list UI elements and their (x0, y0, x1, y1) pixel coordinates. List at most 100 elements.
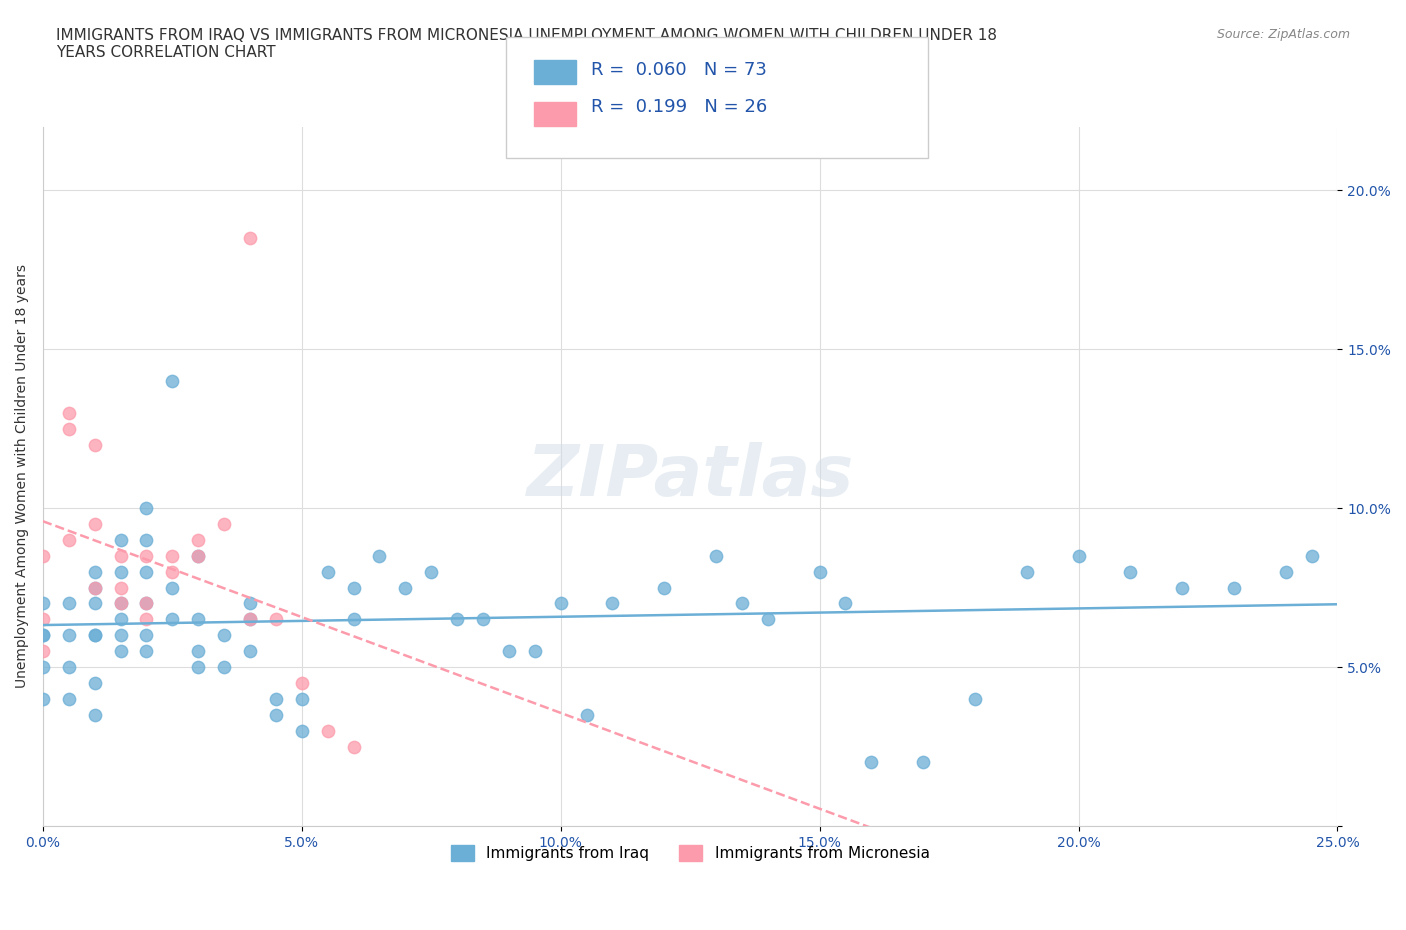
Text: ZIPatlas: ZIPatlas (526, 442, 853, 511)
Point (1301, 549, 1323, 564)
Point (1274, 565, 1296, 579)
Point (912, 755, 935, 770)
Text: Source: ZipAtlas.com: Source: ZipAtlas.com (1216, 28, 1350, 41)
Point (602, 596, 624, 611)
Point (110, 628, 132, 643)
Point (291, 675, 314, 690)
Point (110, 596, 132, 611)
Point (342, 739, 364, 754)
Point (110, 644, 132, 658)
Point (83, 516, 105, 531)
Point (83, 675, 105, 690)
Point (342, 580, 364, 595)
Point (963, 691, 986, 706)
Point (550, 596, 572, 611)
Point (110, 533, 132, 548)
Point (135, 644, 157, 658)
Point (239, 596, 262, 611)
Point (162, 612, 184, 627)
Point (1067, 549, 1090, 564)
Text: R =  0.060   N = 73: R = 0.060 N = 73 (591, 60, 766, 79)
Point (32, 628, 55, 643)
Point (446, 612, 468, 627)
Point (1015, 565, 1038, 579)
Point (83, 596, 105, 611)
Point (316, 565, 339, 579)
Point (110, 596, 132, 611)
Point (135, 500, 157, 515)
Point (652, 580, 675, 595)
Point (187, 659, 209, 674)
Point (472, 612, 495, 627)
Point (212, 516, 235, 531)
Point (291, 691, 314, 706)
Point (110, 549, 132, 564)
Point (110, 580, 132, 595)
Point (32, 659, 55, 674)
Point (342, 612, 364, 627)
Point (187, 644, 209, 658)
Point (368, 549, 391, 564)
Point (808, 565, 831, 579)
Point (83, 437, 105, 452)
Point (135, 628, 157, 643)
Point (83, 580, 105, 595)
Point (239, 644, 262, 658)
Point (135, 596, 157, 611)
Point (58, 691, 80, 706)
Point (704, 549, 727, 564)
Point (187, 612, 209, 627)
Point (58, 596, 80, 611)
Point (135, 549, 157, 564)
Point (162, 374, 184, 389)
Point (58, 421, 80, 436)
Point (58, 405, 80, 420)
Point (291, 724, 314, 738)
Point (1223, 580, 1246, 595)
Point (239, 231, 262, 246)
Point (32, 549, 55, 564)
Point (316, 724, 339, 738)
Point (187, 549, 209, 564)
Point (162, 565, 184, 579)
Point (1119, 565, 1142, 579)
Point (110, 565, 132, 579)
Point (212, 659, 235, 674)
Point (32, 644, 55, 658)
Point (83, 628, 105, 643)
Point (32, 596, 55, 611)
Point (860, 755, 883, 770)
Point (756, 612, 779, 627)
Point (264, 708, 287, 723)
Point (83, 708, 105, 723)
Point (575, 708, 598, 723)
Legend: Immigrants from Iraq, Immigrants from Micronesia: Immigrants from Iraq, Immigrants from Mi… (444, 839, 935, 868)
Point (135, 565, 157, 579)
Point (32, 612, 55, 627)
Point (239, 612, 262, 627)
Point (394, 580, 416, 595)
Point (135, 533, 157, 548)
Point (162, 580, 184, 595)
Point (187, 533, 209, 548)
Point (731, 596, 754, 611)
Point (420, 565, 443, 579)
Point (212, 628, 235, 643)
Point (83, 580, 105, 595)
Point (32, 628, 55, 643)
Point (834, 596, 856, 611)
Point (264, 612, 287, 627)
Point (58, 533, 80, 548)
Point (32, 691, 55, 706)
Point (523, 644, 546, 658)
Point (162, 549, 184, 564)
Point (135, 612, 157, 627)
Point (1171, 580, 1194, 595)
Point (135, 596, 157, 611)
Point (239, 612, 262, 627)
Text: IMMIGRANTS FROM IRAQ VS IMMIGRANTS FROM MICRONESIA UNEMPLOYMENT AMONG WOMEN WITH: IMMIGRANTS FROM IRAQ VS IMMIGRANTS FROM … (56, 28, 997, 60)
Point (264, 691, 287, 706)
Point (83, 628, 105, 643)
Text: R =  0.199   N = 26: R = 0.199 N = 26 (591, 98, 766, 116)
Point (498, 644, 520, 658)
